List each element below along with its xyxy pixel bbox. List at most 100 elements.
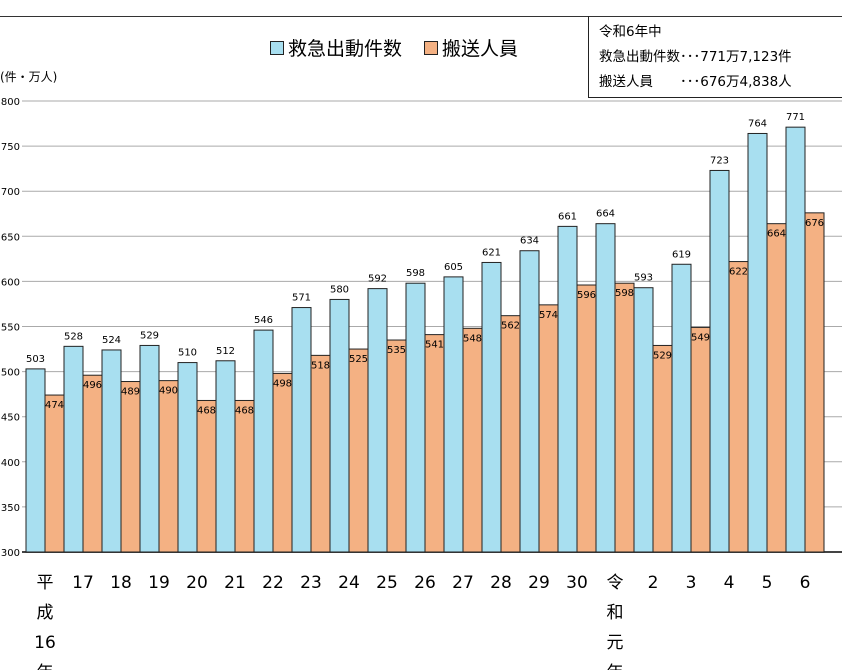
info-dispatch: 救急出動件数･･･771万7,123件 — [599, 49, 792, 65]
bar-dispatch — [215, 360, 236, 553]
x-tick-label: 17 — [72, 573, 94, 593]
x-tick-label: 18 — [110, 573, 132, 593]
value-label: 574 — [539, 310, 558, 321]
value-label: 676 — [805, 218, 824, 229]
bar-dispatch — [785, 126, 806, 553]
y-tick-label: 550 — [1, 323, 20, 334]
y-tick-label: 300 — [1, 548, 20, 559]
value-label: 549 — [691, 332, 710, 343]
bar-dispatch — [481, 261, 502, 553]
legend-label-dispatch: 救急出動件数 — [288, 38, 403, 60]
value-label: 664 — [596, 209, 615, 220]
legend-item-transport: 搬送人員 — [424, 34, 518, 61]
x-tick-label: 年 — [37, 663, 54, 670]
y-tick-label: 450 — [1, 413, 20, 424]
y-tick-label: 350 — [1, 503, 20, 514]
value-label: 474 — [45, 400, 64, 411]
legend-swatch-transport — [424, 40, 439, 55]
value-label: 605 — [444, 262, 463, 273]
bar-dispatch — [139, 344, 160, 553]
bar-dispatch — [253, 329, 274, 553]
value-label: 592 — [368, 274, 387, 285]
value-label: 723 — [710, 155, 729, 166]
value-label: 661 — [558, 211, 577, 222]
bar-dispatch — [519, 250, 540, 553]
y-tick-label: 700 — [1, 187, 20, 198]
value-label: 503 — [26, 354, 45, 365]
x-tick-label: 25 — [376, 573, 398, 593]
x-tick-label: 3 — [686, 573, 697, 593]
value-label: 468 — [197, 405, 216, 416]
bar-transport — [44, 394, 65, 553]
value-label: 621 — [482, 247, 501, 258]
bar-transport — [348, 348, 369, 553]
value-label: 596 — [577, 290, 596, 301]
value-label: 548 — [463, 333, 482, 344]
x-tick-label: 28 — [490, 573, 512, 593]
x-tick-label: 29 — [528, 573, 550, 593]
bar-dispatch — [367, 288, 388, 553]
bar-transport — [690, 326, 711, 553]
bar-transport — [538, 304, 559, 553]
value-label: 771 — [786, 112, 805, 123]
legend-swatch-dispatch — [270, 40, 284, 55]
bar-transport — [272, 372, 293, 553]
bar-transport — [158, 380, 179, 553]
value-label: 571 — [292, 293, 311, 304]
bar-transport — [120, 381, 141, 553]
value-label: 664 — [767, 229, 786, 240]
value-label: 468 — [235, 405, 254, 416]
value-label: 490 — [159, 386, 178, 397]
value-label: 598 — [615, 288, 634, 299]
value-label: 489 — [121, 387, 140, 398]
bar-dispatch — [405, 282, 426, 553]
x-tick-label: 16 — [34, 633, 56, 653]
bar-transport — [766, 223, 787, 553]
bar-dispatch — [25, 368, 46, 553]
x-tick-label: 30 — [566, 573, 588, 593]
value-label: 598 — [406, 268, 425, 279]
bar-dispatch — [557, 225, 578, 553]
value-label: 496 — [83, 380, 102, 391]
x-tick-label: 22 — [262, 573, 284, 593]
y-tick-label: 750 — [1, 142, 20, 153]
x-tick-label: 令 — [607, 573, 624, 593]
legend: 救急出動件数 搬送人員 — [270, 34, 518, 61]
value-label: 529 — [653, 350, 672, 361]
bar-transport — [576, 284, 597, 553]
bar-transport — [804, 212, 825, 553]
bar-transport — [386, 339, 407, 553]
y-tick-label: 650 — [1, 232, 20, 243]
value-label: 512 — [216, 346, 235, 357]
bar-dispatch — [329, 298, 350, 553]
x-tick-label: 27 — [452, 573, 474, 593]
x-tick-label: 2 — [648, 573, 659, 593]
value-label: 546 — [254, 315, 273, 326]
bar-dispatch — [63, 345, 84, 553]
y-tick-label: 500 — [1, 368, 20, 379]
bar-dispatch — [101, 349, 122, 553]
value-label: 622 — [729, 267, 748, 278]
bar-transport — [500, 315, 521, 553]
info-box: 令和6年中 救急出動件数･･･771万7,123件 搬送人員 ･･･676万4,… — [588, 16, 842, 98]
bar-transport — [196, 399, 217, 553]
value-label: 764 — [748, 118, 767, 129]
value-label: 541 — [425, 340, 444, 351]
x-tick-label: 6 — [800, 573, 811, 593]
bar-transport — [728, 261, 749, 553]
value-label: 510 — [178, 348, 197, 359]
x-tick-label: 23 — [300, 573, 322, 593]
value-label: 498 — [273, 378, 292, 389]
bar-transport — [614, 282, 635, 553]
y-tick-label: 800 — [1, 97, 20, 108]
x-tick-label: 平 — [37, 573, 54, 593]
value-label: 518 — [311, 360, 330, 371]
info-title: 令和6年中 — [599, 24, 662, 40]
value-label: 634 — [520, 236, 539, 247]
bar-transport — [462, 327, 483, 553]
y-tick-label: 600 — [1, 277, 20, 288]
bar-transport — [424, 334, 445, 553]
x-tick-label: 和 — [607, 603, 624, 623]
y-tick-label: 400 — [1, 458, 20, 469]
